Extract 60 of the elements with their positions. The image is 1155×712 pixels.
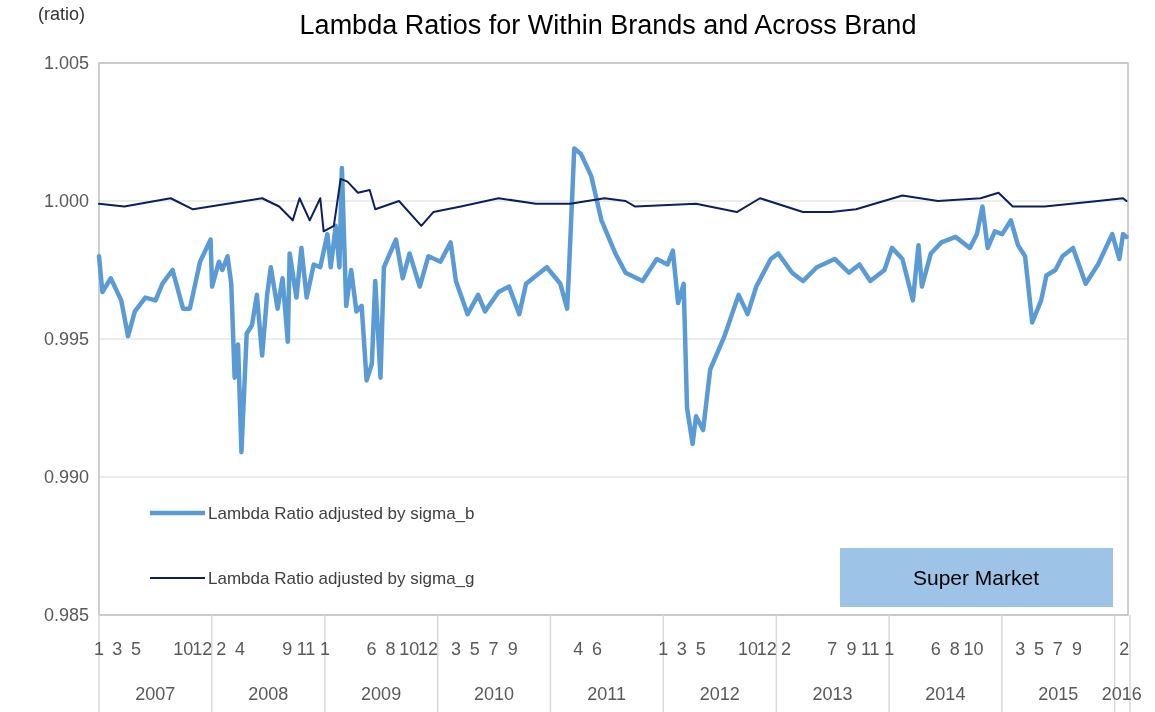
x-tick-label: 1 xyxy=(658,639,669,659)
x-tick-label: 8 xyxy=(949,639,960,659)
x-tick-label: 10 xyxy=(399,639,420,659)
x-tick-label: 12 xyxy=(418,639,439,659)
y-tick-label: 0.985 xyxy=(43,605,89,626)
legend-label: Lambda Ratio adjusted by sigma_g xyxy=(208,568,475,588)
legend-label: Lambda Ratio adjusted by sigma_b xyxy=(208,503,475,523)
x2-tick-label: 2012 xyxy=(699,684,740,704)
annotation: Super Market xyxy=(912,566,1040,590)
y-tick-label: 1.000 xyxy=(43,191,89,212)
x-tick-label: 3 xyxy=(676,639,687,659)
x-tick-label: 2 xyxy=(1119,639,1130,659)
x-tick-label: 6 xyxy=(366,639,377,659)
x2-tick-label: 2011 xyxy=(587,684,627,704)
x-tick-label: 5 xyxy=(695,639,706,659)
x-tick-label: 3 xyxy=(112,639,123,659)
x-tick-label: 5 xyxy=(469,639,480,659)
x-tick-label: 4 xyxy=(573,639,584,659)
x-tick-label: 2 xyxy=(780,639,791,659)
x-tick-label: 1 xyxy=(93,639,105,659)
text-box: Super Market xyxy=(840,548,1113,607)
x2-tick-label: 2013 xyxy=(812,684,853,704)
y-tick-label: 0.990 xyxy=(43,467,89,488)
x-tick-label: 5 xyxy=(1034,639,1045,659)
line-series xyxy=(98,177,1128,233)
x-tick-label: 12 xyxy=(192,639,213,659)
x-tick-label: 9 xyxy=(282,639,293,659)
x-tick-label: 3 xyxy=(450,639,461,659)
x-tick-label: 9 xyxy=(507,639,518,659)
x-tick-label: 5 xyxy=(131,639,142,659)
x-tick-label: 11 xyxy=(860,639,880,659)
x2-tick-label: 2015 xyxy=(1038,684,1079,704)
x-tick-label: 10 xyxy=(963,639,984,659)
y-tick-label: 1.005 xyxy=(43,53,89,74)
x-tick-label: 10 xyxy=(737,639,758,659)
x-tick-label: 2 xyxy=(216,639,227,659)
x-tick-label: 10 xyxy=(173,639,194,659)
x-tick-label: 4 xyxy=(234,639,245,659)
y-tick-label: 0.995 xyxy=(43,329,89,350)
x2-tick-label: 2008 xyxy=(248,684,289,704)
x-tick-label: 6 xyxy=(592,639,603,659)
x2-tick-label: 2007 xyxy=(135,684,176,704)
x-tick-label: 9 xyxy=(846,639,857,659)
x-tick-label: 11 xyxy=(296,639,316,659)
x2-tick-label: 2010 xyxy=(473,684,514,704)
x2-tick-label: 2014 xyxy=(925,684,966,704)
x-tick-label: 9 xyxy=(1072,639,1083,659)
x-tick-label: 7 xyxy=(488,639,499,659)
x2-tick-label: 2009 xyxy=(361,684,402,704)
y-axis-title: (ratio) xyxy=(38,4,86,24)
x-tick-label: 8 xyxy=(385,639,396,659)
x-tick-label: 1 xyxy=(319,639,330,659)
x-tick-label: 3 xyxy=(1015,639,1026,659)
x2-tick-label: 2016 xyxy=(1101,684,1142,704)
x-tick-label: 7 xyxy=(827,639,838,659)
chart-title: Lambda Ratios for Within Brands and Across Brand xyxy=(299,10,917,40)
x-tick-label: 7 xyxy=(1052,639,1063,659)
line-series xyxy=(96,146,1129,455)
x-tick-label: 1 xyxy=(884,639,895,659)
x-tick-label: 6 xyxy=(930,639,941,659)
